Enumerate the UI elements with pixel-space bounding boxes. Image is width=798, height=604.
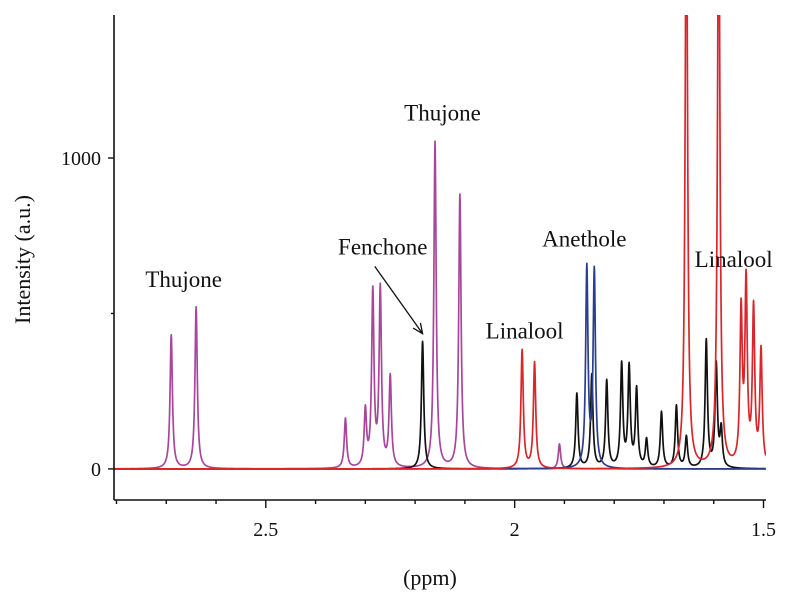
spectrum-trace-1: [114, 140, 766, 470]
annotation-arrow-head: [412, 322, 424, 335]
y-tick-label: 1000: [61, 148, 101, 170]
spectrum-peak: [422, 341, 424, 343]
spectrum-peak: [379, 291, 381, 293]
peak-annotation: Thujone: [145, 267, 222, 292]
spectrum-peak: [686, 14, 688, 16]
spectrum-peak: [745, 288, 747, 290]
spectrum-peak: [576, 393, 578, 395]
spectrum-trace-4: [114, 15, 766, 470]
spectrum-peak: [646, 440, 648, 442]
spectrum-peak: [389, 378, 391, 380]
peak-annotation: Linalool: [486, 318, 564, 343]
spectrum-peak: [170, 334, 172, 336]
peak-annotation: Anethole: [542, 227, 626, 252]
spectrum-peak: [345, 418, 347, 420]
spectrum-peak: [606, 381, 608, 383]
spectrum-peak: [195, 306, 197, 308]
spectrum-peak: [753, 313, 755, 315]
y-tick-label: 0: [91, 459, 101, 481]
spectrum-peak: [705, 341, 707, 343]
spectrum-peak: [559, 443, 561, 445]
y-axis-title: Intensity (a.u.): [10, 195, 35, 324]
spectrum-peak: [534, 362, 536, 364]
peak-annotation: Fenchone: [338, 234, 427, 259]
spectrum-peak: [718, 14, 720, 16]
spectrum-peak: [459, 195, 461, 197]
x-tick-label: 2.5: [253, 519, 278, 541]
spectrum-traces: [114, 14, 766, 470]
annotations: Thujone Fenchone Thujone Linalool Anethole Li…: [145, 101, 772, 344]
spectrum-peak: [593, 272, 595, 274]
peak-annotation: Linalool: [695, 247, 773, 272]
spectrum-peak: [586, 269, 588, 271]
spectrum-peak: [686, 437, 688, 439]
spectrum-peak: [661, 412, 663, 414]
annotation-arrow-line: [374, 266, 424, 335]
x-tick-label: 2: [510, 519, 520, 541]
spectrum-peak: [434, 142, 436, 144]
ticks: 2.5 2 1.5 0 1000: [61, 148, 776, 541]
spectrum-peak: [636, 390, 638, 392]
spectrum-peak: [365, 412, 367, 414]
spectrum-trace-2: [114, 337, 766, 470]
spectrum-peak: [521, 350, 523, 352]
peak-annotation: Thujone: [404, 101, 481, 126]
spectrum-peak: [760, 353, 762, 355]
spectrum-peak: [676, 406, 678, 408]
spectrum-peak: [621, 366, 623, 368]
spectrum-peak: [628, 369, 630, 371]
axes: [113, 15, 766, 501]
spectrum-peak: [720, 431, 722, 433]
x-axis-title: (ppm): [403, 565, 457, 590]
spectrum-peak: [372, 294, 374, 296]
x-tick-label: 1.5: [751, 519, 776, 541]
spectrum-peak: [740, 316, 742, 318]
